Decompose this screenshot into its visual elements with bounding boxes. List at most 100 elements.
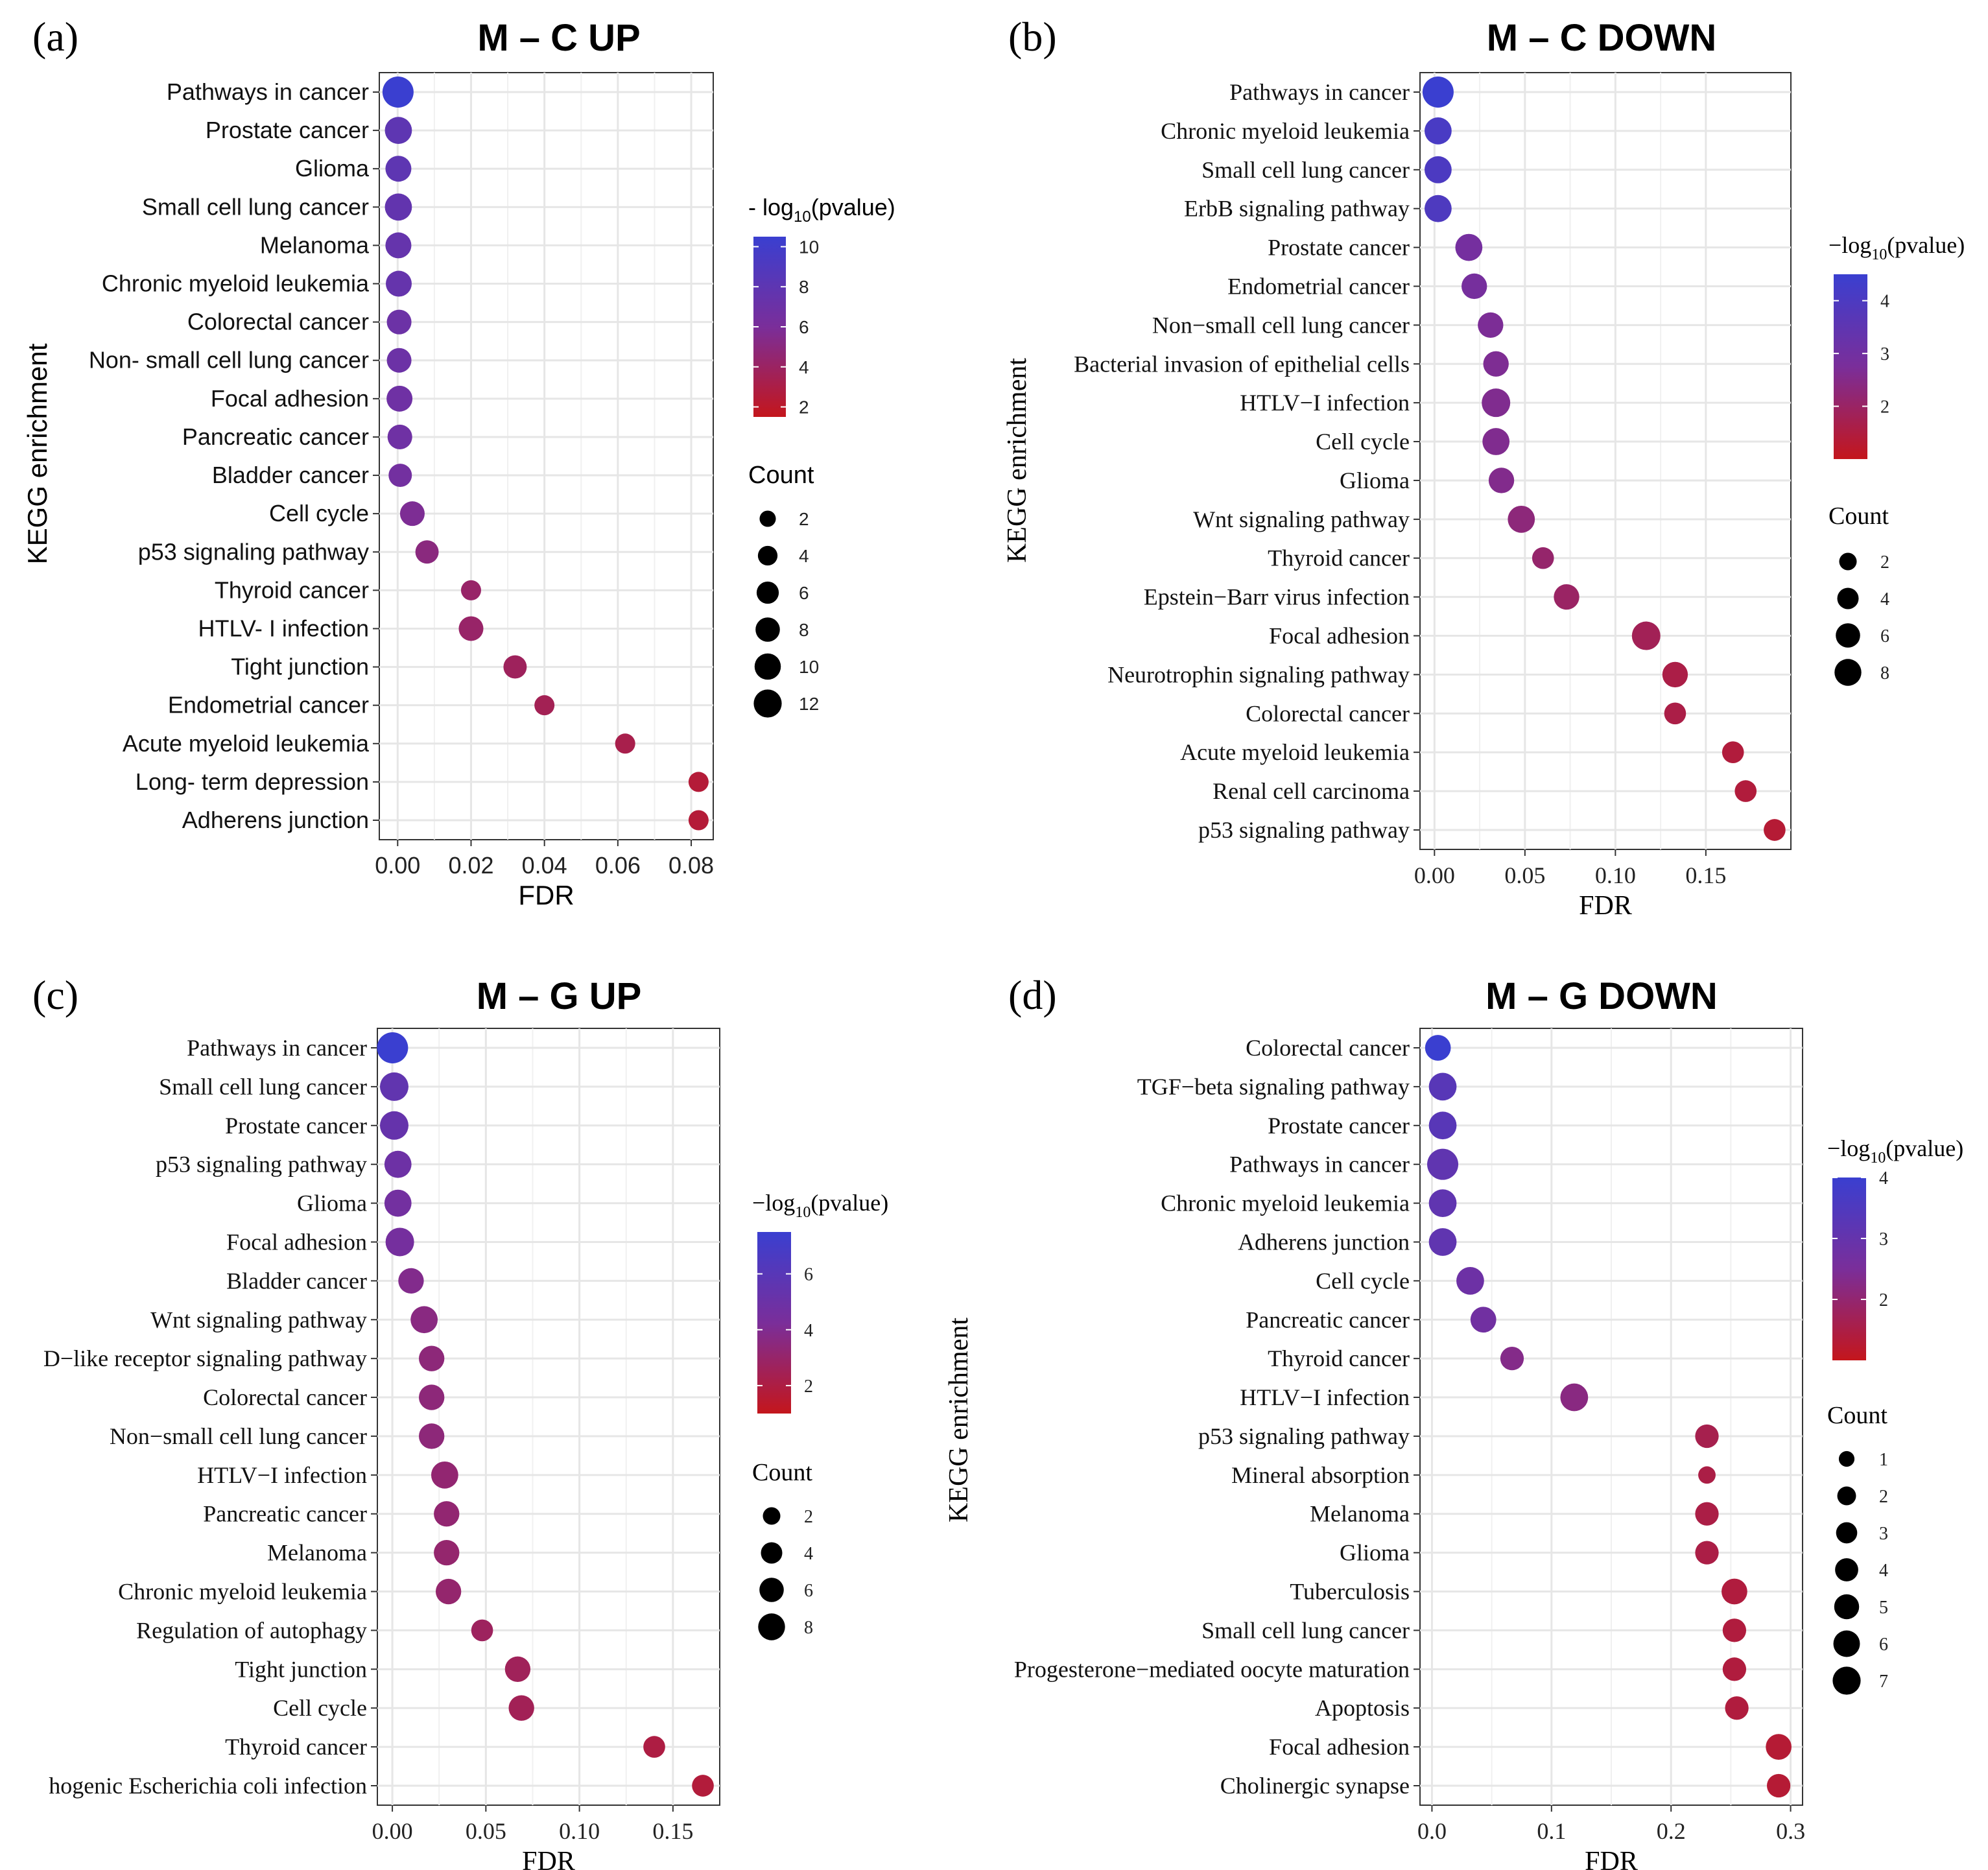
size-legend-dot xyxy=(1837,587,1859,610)
size-legend-label: 10 xyxy=(799,657,819,677)
plot-area xyxy=(377,1028,720,1806)
bubble-point xyxy=(458,616,484,641)
x-tick-label: 0.1 xyxy=(1537,1818,1566,1844)
bubble-point xyxy=(379,1111,408,1140)
category-label: Focal adhesion xyxy=(1269,623,1410,649)
panel-c: (c) M – G UP 0.00 0.05 0.10 0.15 FDR Pathways i… xyxy=(32,972,888,1870)
category-label: Melanoma xyxy=(260,231,370,258)
category-label: Wnt signaling pathway xyxy=(150,1307,367,1332)
plot-area xyxy=(379,72,714,840)
category-label: Apoptosis xyxy=(1315,1695,1410,1721)
category-label: Focal adhesion xyxy=(1269,1734,1410,1760)
color-bar xyxy=(757,1232,791,1414)
size-legend-dot xyxy=(758,1613,785,1640)
size-legend-label: 3 xyxy=(1879,1524,1888,1544)
color-bar-tick-label: 10 xyxy=(799,237,819,257)
category-label: HTLV- I infection xyxy=(198,615,369,641)
bubble-point xyxy=(386,270,412,297)
size-legend-dot xyxy=(1834,1594,1860,1620)
color-legend-title: −log10(pvalue) xyxy=(752,1190,888,1221)
color-legend-title-sub: 10 xyxy=(795,1204,811,1221)
category-label: Adherens junction xyxy=(1238,1229,1410,1255)
bubble-point xyxy=(1734,780,1757,802)
bubble-point xyxy=(386,385,413,412)
bubble-point xyxy=(503,655,527,679)
size-legend-dot xyxy=(1836,1522,1858,1544)
category-label: Thyroid cancer xyxy=(1268,1345,1410,1371)
category-label: Chronic myeloid leukemia xyxy=(1161,1190,1410,1216)
bubble-point xyxy=(508,1695,534,1721)
category-label: Bladder cancer xyxy=(226,1268,367,1294)
color-legend-title-suffix: (pvalue) xyxy=(1886,1135,1963,1161)
bubble-point xyxy=(1725,1696,1749,1720)
category-label: p53 signaling pathway xyxy=(1198,1423,1410,1449)
y-axis-label: KEGG enrichment xyxy=(22,343,53,564)
category-label: Thyroid cancer xyxy=(225,1734,367,1760)
size-legend-dot xyxy=(759,1578,784,1602)
category-label: Chronic myeloid leukemia xyxy=(118,1579,367,1605)
color-bar-tick-label: 2 xyxy=(1879,1290,1888,1310)
bubble-point xyxy=(1482,388,1511,418)
size-legend-label: 4 xyxy=(804,1544,813,1564)
x-tick-label: 0.05 xyxy=(466,1818,506,1844)
x-axis-label: FDR xyxy=(1585,1847,1638,1870)
bubble-point xyxy=(1428,1111,1457,1140)
category-label: Cell cycle xyxy=(269,500,369,527)
bubble-point xyxy=(1722,1618,1747,1642)
category-label: hogenic Escherichia coli infection xyxy=(49,1773,367,1799)
category-label: Thyroid cancer xyxy=(215,576,369,603)
color-bar-tick-label: 2 xyxy=(799,397,809,418)
bubble-point xyxy=(1722,741,1744,764)
bubble-point xyxy=(688,810,709,831)
bubble-point xyxy=(384,1150,412,1178)
color-legend-title-sub: 10 xyxy=(1870,1150,1886,1166)
category-label: Melanoma xyxy=(267,1540,367,1566)
bubble-point xyxy=(1662,661,1688,688)
size-legend-title: Count xyxy=(1827,1402,1887,1429)
x-tick-label: 0.02 xyxy=(448,852,493,879)
color-legend-title-prefix: −log xyxy=(752,1190,795,1216)
bubble-point xyxy=(1664,702,1686,725)
bubble-point xyxy=(1428,1189,1457,1217)
panel-d: (d) M – G DOWN 0.0 0.1 0.2 0.3 FDR KEGG enrichm… xyxy=(944,972,1963,1870)
category-label: Endometrial cancer xyxy=(1227,273,1410,299)
bubble-point xyxy=(385,156,412,182)
size-legend-dot xyxy=(1838,1450,1855,1467)
bubble-point xyxy=(1764,819,1786,841)
chart-title: M – G UP xyxy=(477,975,642,1017)
size-legend-dot xyxy=(1833,1630,1860,1657)
size-legend-dot xyxy=(755,617,780,642)
chart-title: M – C UP xyxy=(477,17,640,59)
category-label: Non−small cell lung cancer xyxy=(1152,312,1410,338)
x-tick-label: 0.15 xyxy=(652,1818,693,1844)
x-tick-label: 0.0 xyxy=(1417,1818,1447,1844)
x-tick-label: 0.04 xyxy=(522,852,567,879)
color-legend-title-sub: 10 xyxy=(1871,246,1887,263)
bubble-point xyxy=(471,1619,493,1642)
category-label: HTLV−I infection xyxy=(1240,1384,1410,1410)
color-legend-title-suffix: (pvalue) xyxy=(1887,232,1965,258)
bubble-point xyxy=(1428,1072,1457,1101)
bubble-point xyxy=(434,1501,460,1527)
category-label: Colorectal cancer xyxy=(1246,700,1410,726)
category-label: Colorectal cancer xyxy=(203,1384,367,1410)
bubble-point xyxy=(1766,1773,1791,1798)
category-label: Non- small cell lung cancer xyxy=(89,347,369,373)
x-axis-label: FDR xyxy=(1579,891,1632,921)
size-legend-label: 8 xyxy=(1880,663,1889,683)
bubble-point xyxy=(387,424,412,449)
bubble-point xyxy=(385,232,412,259)
category-label: Renal cell carcinoma xyxy=(1213,778,1410,804)
color-bar-tick-label: 4 xyxy=(804,1321,813,1341)
color-bar-tick-label: 4 xyxy=(799,357,809,377)
size-legend-dot xyxy=(763,1507,781,1525)
category-label: Progesterone−mediated oocyte maturation xyxy=(1014,1656,1410,1682)
category-label: Tight junction xyxy=(235,1656,367,1682)
size-legend-label: 6 xyxy=(799,583,809,603)
panel-label: (d) xyxy=(1008,972,1057,1018)
bubble-point xyxy=(379,1072,408,1101)
size-legend-dot xyxy=(759,510,776,527)
bubble-point xyxy=(1455,233,1483,261)
color-bar-tick-label: 4 xyxy=(1880,292,1889,312)
panel-label: (a) xyxy=(32,14,78,60)
